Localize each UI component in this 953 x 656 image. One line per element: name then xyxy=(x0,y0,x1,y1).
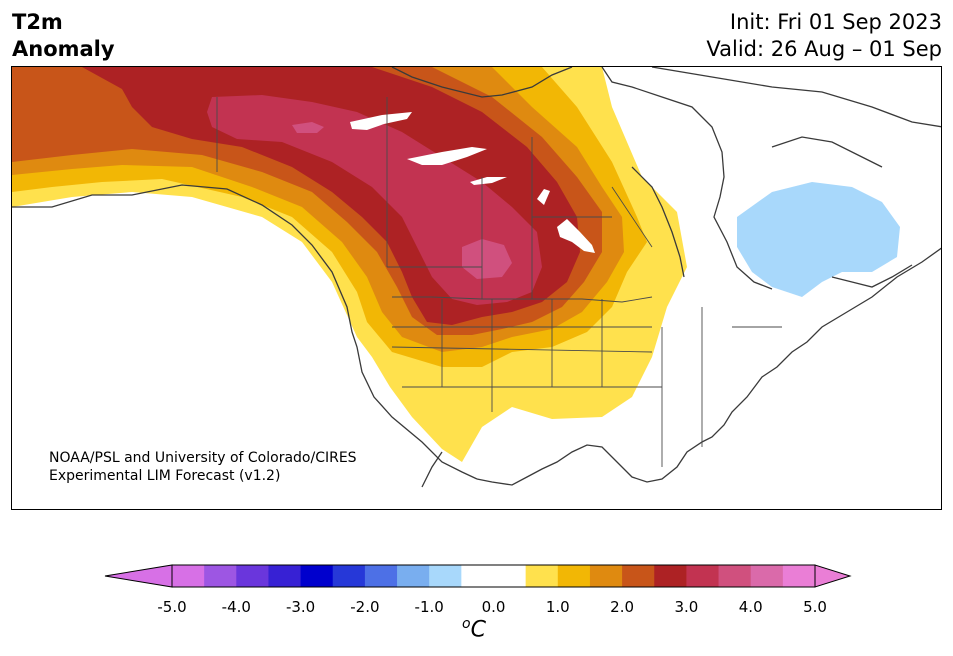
colorbar-segment xyxy=(718,565,752,587)
colorbar-segment xyxy=(622,565,655,587)
valid-period-label: Valid: 26 Aug – 01 Sep xyxy=(706,37,942,61)
colorbar-tick-label: -4.0 xyxy=(221,598,251,616)
colorbar-tick-label: -3.0 xyxy=(285,598,316,616)
colorbar-tick-label: 3.0 xyxy=(674,598,699,616)
anomaly-band-3-5-south xyxy=(462,239,512,279)
colorbar-segment xyxy=(525,565,559,587)
colorbar-segment xyxy=(461,565,494,587)
anomaly-band-3-0 xyxy=(207,95,542,305)
colorbar-tick-label: 1.0 xyxy=(545,598,570,616)
colorbar-segment xyxy=(364,565,398,587)
credit-line-1: NOAA/PSL and University of Colorado/CIRE… xyxy=(49,450,357,466)
lake-great-slave xyxy=(407,147,487,165)
map-title-line-2: Anomaly xyxy=(12,37,115,61)
init-date-label: Init: Fri 01 Sep 2023 xyxy=(729,10,942,34)
colorbar-segment xyxy=(332,565,366,587)
colorbar-segment xyxy=(589,565,623,587)
colorbar-segment xyxy=(750,565,784,587)
colorbar-outline xyxy=(171,564,816,588)
credit-line-2: Experimental LIM Forecast (v1.2) xyxy=(49,468,281,484)
colorbar-tick-label: 5.0 xyxy=(803,598,827,616)
colorbar-segment xyxy=(236,565,269,587)
anomaly-band-3-5-north xyxy=(292,122,324,133)
map-title-line-1: T2m xyxy=(12,10,63,34)
colorbar-unit-label: oC xyxy=(462,616,486,643)
colorbar-segment xyxy=(429,565,462,587)
colorbar-segment xyxy=(172,565,205,587)
colorbar-tick-label: 0.0 xyxy=(481,598,506,616)
colorbar-segment xyxy=(654,565,687,587)
coastlines xyxy=(12,67,941,488)
colorbar-tick-label: -1.0 xyxy=(414,598,444,616)
colorbar-extend-high xyxy=(814,564,852,588)
colorbar-segment xyxy=(493,565,527,587)
colorbar xyxy=(104,564,852,588)
lake-winnipeg xyxy=(557,219,595,253)
colorbar-segment xyxy=(268,565,302,587)
colorbar-segment xyxy=(686,565,720,587)
colorbar-segment xyxy=(397,565,430,587)
colorbar-segment xyxy=(300,565,334,587)
colorbar-tick-label: -2.0 xyxy=(350,598,380,616)
cool-anomaly-blob xyxy=(737,182,900,297)
colorbar-tick-label: 2.0 xyxy=(610,598,635,616)
lake-great-bear xyxy=(350,112,412,130)
colorbar-tick-label: -5.0 xyxy=(157,598,187,616)
lake-reindeer xyxy=(537,189,550,205)
colorbar-segment xyxy=(204,565,237,587)
colorbar-extend-low xyxy=(104,564,173,588)
lake-athabasca xyxy=(470,177,507,185)
anomaly-map xyxy=(11,66,942,510)
political-borders xyxy=(216,97,782,467)
colorbar-segment xyxy=(557,565,591,587)
map-canvas xyxy=(12,67,941,488)
colorbar-tick-label: 4.0 xyxy=(738,598,763,616)
colorbar-segment xyxy=(782,565,816,587)
